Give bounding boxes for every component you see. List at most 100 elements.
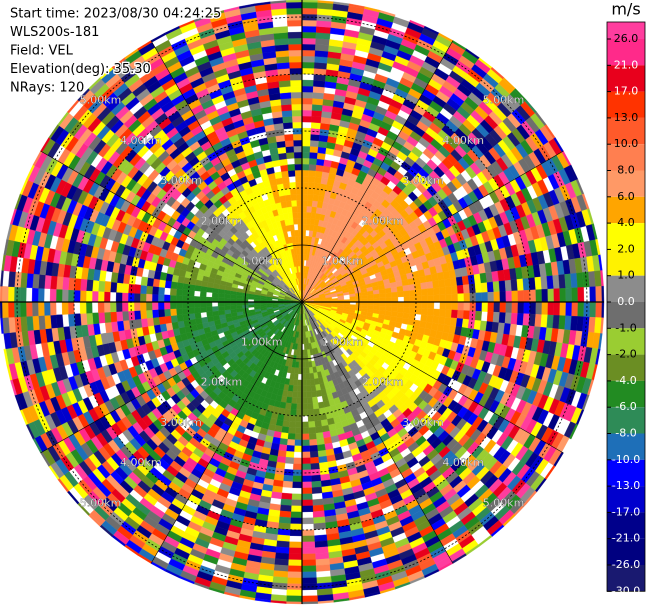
gate (493, 291, 501, 303)
gate (317, 146, 327, 154)
gate (284, 456, 294, 464)
gate (478, 534, 493, 547)
gate (285, 451, 295, 458)
gate (133, 301, 141, 311)
gate (182, 283, 190, 291)
gate (283, 414, 291, 422)
gate (211, 292, 219, 298)
gate (151, 293, 159, 303)
gate (558, 315, 566, 330)
gate (463, 301, 471, 311)
gate (403, 301, 411, 308)
gate (38, 274, 46, 289)
gate (457, 301, 465, 311)
gate (379, 297, 387, 303)
gate (301, 403, 308, 411)
gate (97, 301, 105, 313)
gate (445, 286, 452, 295)
gate (316, 438, 325, 446)
gate (529, 289, 537, 303)
gate (309, 158, 318, 165)
gate (290, 403, 297, 411)
gate (391, 301, 399, 308)
gate (493, 301, 501, 313)
gate (55, 288, 63, 303)
gate (517, 290, 525, 303)
gate (115, 301, 123, 312)
gate (289, 529, 303, 537)
gate (290, 505, 303, 513)
gate (110, 281, 118, 293)
gate (286, 601, 303, 605)
gate (223, 305, 231, 311)
gate (140, 276, 149, 286)
gate (139, 301, 147, 311)
gate (284, 408, 291, 416)
gate (56, 276, 64, 290)
gate (147, 269, 156, 279)
gate (288, 421, 296, 428)
gate (121, 301, 129, 312)
gate (301, 205, 308, 213)
gate (317, 450, 327, 458)
gate (217, 293, 225, 299)
gate (311, 116, 322, 124)
gate (140, 310, 148, 320)
gate (310, 384, 317, 392)
gate (445, 293, 453, 303)
gate (301, 199, 308, 207)
gate (307, 188, 315, 195)
gate (301, 181, 309, 189)
gate (304, 349, 308, 357)
gate (315, 170, 323, 178)
gate (7, 301, 15, 318)
gate (426, 281, 434, 289)
gate (311, 104, 323, 112)
gate (301, 427, 310, 435)
gate (439, 294, 447, 303)
gate (307, 182, 315, 189)
gate (314, 534, 328, 542)
gate (301, 1, 318, 9)
gate (301, 175, 309, 183)
gate (541, 301, 549, 316)
gate (211, 297, 219, 303)
gate (199, 296, 207, 303)
gate (451, 309, 458, 319)
gate (304, 343, 308, 351)
gate (544, 465, 556, 480)
gate (176, 288, 183, 296)
gate (85, 301, 93, 314)
gate (291, 391, 298, 399)
gate (445, 301, 453, 311)
gate (349, 296, 357, 300)
gate (301, 493, 313, 501)
gate (433, 287, 440, 296)
gate (463, 293, 471, 303)
gate (534, 314, 542, 328)
gate (373, 293, 381, 299)
gate (301, 445, 311, 453)
gate (301, 217, 307, 225)
gate (170, 315, 178, 323)
gate (297, 385, 303, 393)
gate (439, 301, 447, 310)
gate (188, 307, 195, 315)
gate (291, 397, 298, 405)
gate (305, 379, 311, 387)
gate (301, 421, 309, 429)
gate (31, 287, 39, 303)
gate (306, 397, 313, 405)
gate (558, 274, 566, 289)
gate (163, 294, 171, 303)
gate (301, 19, 317, 27)
gate (194, 312, 202, 320)
gate (1, 301, 9, 318)
gate (158, 279, 166, 288)
gate (91, 290, 99, 303)
gate (294, 427, 303, 435)
gate (116, 311, 124, 322)
gate (301, 115, 312, 123)
gate (312, 510, 325, 518)
velocity-field (0, 0, 605, 605)
